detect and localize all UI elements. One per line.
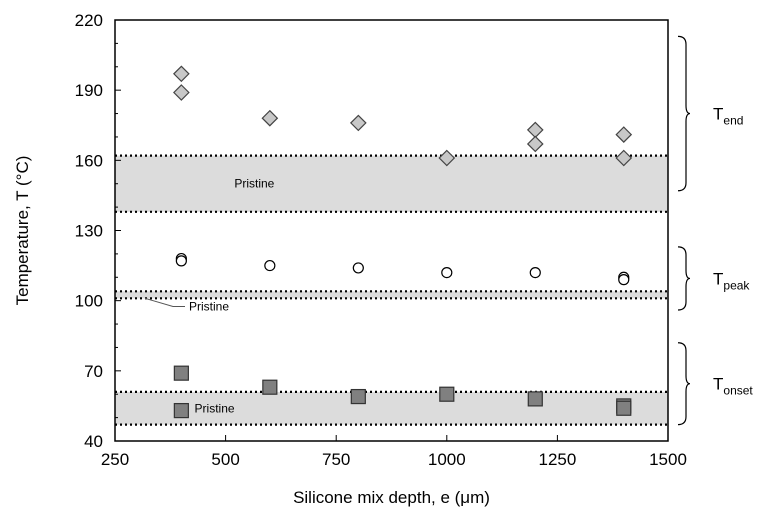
point-square-4 [439,386,455,402]
point-square-0 [173,365,189,381]
group-brace-peak [677,246,691,311]
y-tick-label-220: 220 [75,11,103,30]
x-tick-label-1250: 1250 [538,450,576,469]
point-diamond-8 [615,149,633,167]
point-diamond-2 [261,109,279,127]
point-square-7 [616,400,632,416]
pristine-bands [115,154,668,426]
y-tick-label-190: 190 [75,81,103,100]
group-label-end: Tend [713,105,743,128]
x-tick-label-750: 750 [322,450,350,469]
group-label-onset: Tonset [713,375,753,398]
y-tick-label-130: 130 [75,222,103,241]
y-tick-label-40: 40 [84,432,103,451]
point-diamond-7 [615,126,633,143]
point-diamond-1 [173,84,190,101]
band-label-end: Pristine [234,177,274,191]
point-square-5 [527,391,543,407]
point-square-2 [262,379,278,395]
band-label-onset: Pristine [195,401,235,415]
plot-frame [114,19,669,442]
x-tick-label-1000: 1000 [428,450,466,469]
point-circle-5 [529,267,541,279]
band-labels: Pristine Pristine Pristine [144,177,275,415]
data-points [173,65,633,419]
point-circle-2 [264,259,276,272]
y-tick-label-160: 160 [75,151,103,170]
pristine-band-2 [115,391,668,425]
band-label-leader [144,297,185,308]
pristine-band-1 [115,291,668,299]
y-tick-label-100: 100 [75,292,103,311]
group-brace-end [677,35,691,192]
axis-ticks: 250 500 750 1000 1250 1500 40 70 100 130 160 190 220 [75,11,687,469]
x-axis-label: Silicone mix depth, e (μm) [293,488,490,507]
y-axis-label: Temperature, T (°C) [13,156,32,306]
point-diamond-4 [438,149,456,167]
point-diamond-5 [526,121,544,139]
point-circle-3 [352,262,364,274]
point-diamond-6 [526,135,544,153]
x-tick-label-250: 250 [101,450,129,469]
group-label-peak: Tpeak [713,269,750,292]
pristine-band-0 [115,155,668,212]
y-tick-label-70: 70 [84,362,103,381]
x-tick-label-1500: 1500 [649,450,687,469]
point-circle-1 [175,255,187,267]
point-diamond-0 [173,65,190,83]
group-labels: Tend Tpeak Tonset [677,35,753,426]
point-diamond-3 [349,114,367,132]
band-label-peak: Pristine [189,300,229,314]
point-circle-7 [618,274,630,286]
group-brace-onset [677,342,691,426]
x-tick-label-500: 500 [211,450,239,469]
point-square-3 [350,388,366,405]
point-circle-4 [441,267,453,279]
point-square-1 [173,402,189,419]
